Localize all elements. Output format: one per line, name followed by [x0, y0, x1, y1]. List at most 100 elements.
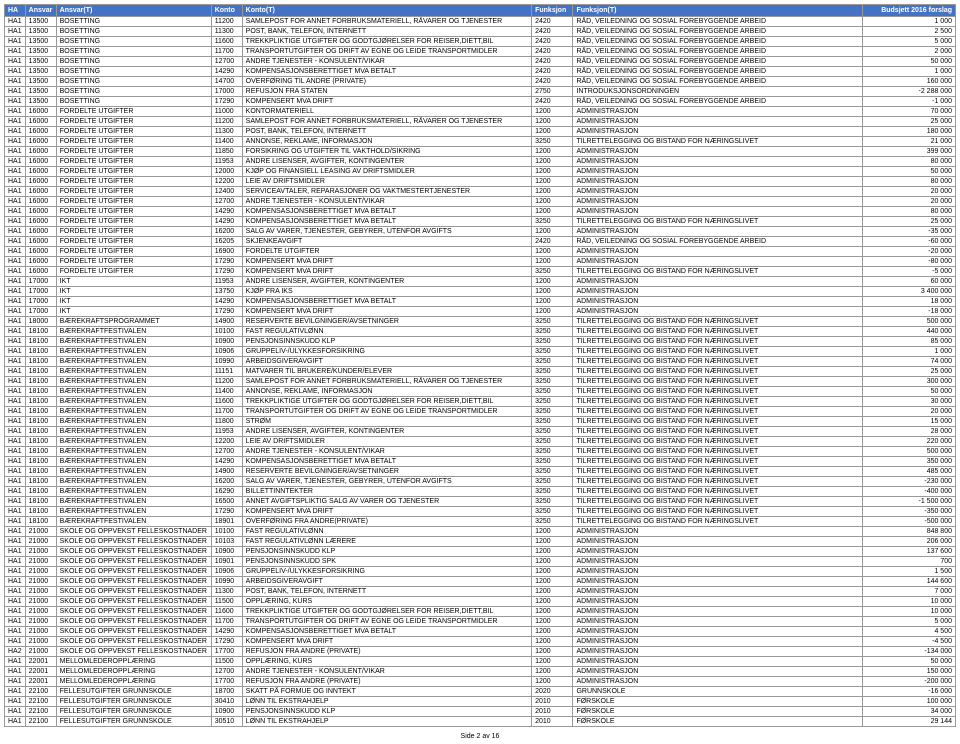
table-cell: BÆREKRAFTFESTIVALEN	[56, 377, 211, 387]
table-cell: 18100	[25, 417, 56, 427]
table-cell: SKOLE OG OPPVEKST FELLESKOSTNADER	[56, 587, 211, 597]
table-cell: BÆREKRAFTFESTIVALEN	[56, 357, 211, 367]
table-cell: 2420	[532, 67, 573, 77]
table-cell: REFUSJON FRA STATEN	[242, 87, 531, 97]
table-row: HA116000FORDELTE UTGIFTER12700ANDRE TJEN…	[5, 197, 956, 207]
table-row: HA121000SKOLE OG OPPVEKST FELLESKOSTNADE…	[5, 617, 956, 627]
table-cell: ADMINISTRASJON	[573, 617, 862, 627]
table-cell: 700	[862, 557, 955, 567]
table-cell: MELLOMLEDEROPPLÆRING	[56, 667, 211, 677]
table-cell: ADMINISTRASJON	[573, 667, 862, 677]
table-cell: HA1	[5, 537, 26, 547]
table-cell: 13750	[211, 287, 242, 297]
table-row: HA121000SKOLE OG OPPVEKST FELLESKOSTNADE…	[5, 577, 956, 587]
table-cell: TRANSPORTUTGIFTER OG DRIFT AV EGNE OG LE…	[242, 617, 531, 627]
table-row: HA117000IKT11953ANDRE LISENSER, AVGIFTER…	[5, 277, 956, 287]
table-cell: -500 000	[862, 517, 955, 527]
table-cell: 16000	[25, 247, 56, 257]
table-cell: ADMINISTRASJON	[573, 197, 862, 207]
table-cell: 13500	[25, 17, 56, 27]
table-cell: BÆREKRAFTFESTIVALEN	[56, 337, 211, 347]
col-header: Ansvar	[25, 5, 56, 17]
table-cell: 10100	[211, 327, 242, 337]
table-cell: 3250	[532, 317, 573, 327]
table-cell: STRØM	[242, 417, 531, 427]
table-row: HA121000SKOLE OG OPPVEKST FELLESKOSTNADE…	[5, 537, 956, 547]
table-cell: 2420	[532, 237, 573, 247]
table-cell: KOMPENSASJONSBERETTIGET MVA BETALT	[242, 67, 531, 77]
table-cell: 1200	[532, 527, 573, 537]
table-cell: ADMINISTRASJON	[573, 147, 862, 157]
table-cell: FORDELTE UTGIFTER	[56, 217, 211, 227]
table-cell: 25 000	[862, 367, 955, 377]
table-cell: 13500	[25, 77, 56, 87]
table-cell: 21000	[25, 637, 56, 647]
table-cell: ARBEIDSGIVERAVGIFT	[242, 577, 531, 587]
table-cell: PENSJONSINNSKUDD SPK	[242, 557, 531, 567]
table-cell: ADMINISTRASJON	[573, 127, 862, 137]
table-cell: HA1	[5, 717, 26, 727]
table-row: HA116000FORDELTE UTGIFTER11200SAMLEPOST …	[5, 117, 956, 127]
table-cell: TILRETTELEGGING OG BISTAND FOR NÆRINGSLI…	[573, 327, 862, 337]
table-cell: 1200	[532, 147, 573, 157]
table-row: HA122001MELLOMLEDEROPPLÆRING12700ANDRE T…	[5, 667, 956, 677]
table-row: HA116000FORDELTE UTGIFTER14290KOMPENSASJ…	[5, 207, 956, 217]
table-row: HA117000IKT13750KJØP FRA IKS1200ADMINIST…	[5, 287, 956, 297]
table-cell: 10901	[211, 557, 242, 567]
table-cell: 16500	[211, 497, 242, 507]
table-cell: 18901	[211, 517, 242, 527]
table-cell: BOSETTING	[56, 17, 211, 27]
table-row: HA118100BÆREKRAFTFESTIVALEN11800STRØM325…	[5, 417, 956, 427]
table-row: HA118100BÆREKRAFTFESTIVALEN11151MATVARER…	[5, 367, 956, 377]
table-header-row: HAAnsvarAnsvar(T)KontoKonto(T)FunksjonFu…	[5, 5, 956, 17]
table-cell: KOMPENSASJONSBERETTIGET MVA BETALT	[242, 627, 531, 637]
table-cell: 17290	[211, 267, 242, 277]
table-cell: KJØP OG FINANSIELL LEASING AV DRIFTSMIDL…	[242, 167, 531, 177]
table-cell: 16000	[25, 107, 56, 117]
table-cell: ADMINISTRASJON	[573, 207, 862, 217]
table-cell: HA1	[5, 317, 26, 327]
table-cell: HA1	[5, 487, 26, 497]
table-cell: 60 000	[862, 277, 955, 287]
table-cell: HA1	[5, 637, 26, 647]
table-cell: PENSJONSINNSKUDD KLP	[242, 707, 531, 717]
table-cell: 80 000	[862, 177, 955, 187]
table-cell: 3250	[532, 467, 573, 477]
table-cell: 3250	[532, 387, 573, 397]
table-cell: SKOLE OG OPPVEKST FELLESKOSTNADER	[56, 547, 211, 557]
table-cell: 14900	[211, 317, 242, 327]
table-cell: KOMPENSASJONSBERETTIGET MVA BETALT	[242, 457, 531, 467]
table-cell: 1200	[532, 587, 573, 597]
table-cell: 3 400 000	[862, 287, 955, 297]
table-cell: FORDELTE UTGIFTER	[56, 207, 211, 217]
table-cell: HA1	[5, 347, 26, 357]
table-cell: HA1	[5, 307, 26, 317]
table-row: HA116000FORDELTE UTGIFTER11000KONTORMATE…	[5, 107, 956, 117]
table-cell: BÆREKRAFTFESTIVALEN	[56, 397, 211, 407]
table-cell: 2020	[532, 687, 573, 697]
table-cell: HA1	[5, 447, 26, 457]
table-cell: FELLESUTGIFTER GRUNNSKOLE	[56, 707, 211, 717]
table-cell: 18100	[25, 367, 56, 377]
table-cell: TILRETTELEGGING OG BISTAND FOR NÆRINGSLI…	[573, 487, 862, 497]
table-cell: 16000	[25, 217, 56, 227]
table-cell: ADMINISTRASJON	[573, 227, 862, 237]
table-cell: ANDRE TJENESTER - KONSULENT/VIKAR	[242, 667, 531, 677]
table-cell: HA1	[5, 677, 26, 687]
table-cell: ANDRE TJENESTER - KONSULENT/VIKAR	[242, 197, 531, 207]
table-cell: HA1	[5, 437, 26, 447]
table-cell: LØNN TIL EKSTRAHJELP	[242, 717, 531, 727]
table-cell: -60 000	[862, 237, 955, 247]
table-cell: 11700	[211, 407, 242, 417]
table-cell: 20 000	[862, 197, 955, 207]
table-cell: HA1	[5, 117, 26, 127]
table-row: HA113500BOSETTING17000REFUSJON FRA STATE…	[5, 87, 956, 97]
table-cell: REFUSJON FRA ANDRE (PRIVATE)	[242, 677, 531, 687]
table-cell: 18100	[25, 327, 56, 337]
table-cell: FELLESUTGIFTER GRUNNSKOLE	[56, 687, 211, 697]
table-row: HA118100BÆREKRAFTFESTIVALEN10990ARBEIDSG…	[5, 357, 956, 367]
table-cell: 848 800	[862, 527, 955, 537]
table-cell: ADMINISTRASJON	[573, 677, 862, 687]
table-cell: SAMLEPOST FOR ANNET FORBRUKSMATERIELL, R…	[242, 377, 531, 387]
table-cell: ADMINISTRASJON	[573, 657, 862, 667]
